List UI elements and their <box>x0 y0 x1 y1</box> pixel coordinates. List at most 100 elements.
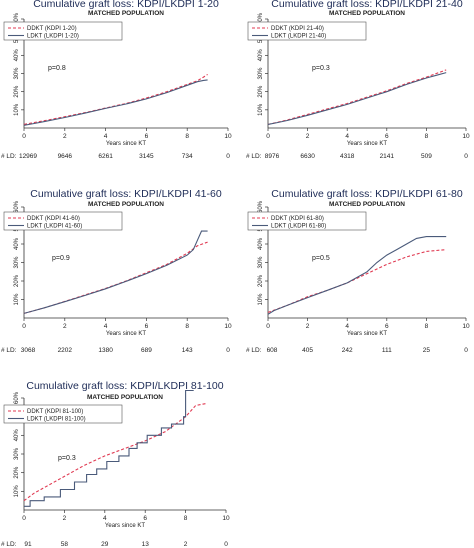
series-line-ldkt <box>23 79 208 126</box>
y-tick-label: 10% <box>258 293 264 306</box>
y-tick-label: 20% <box>14 85 20 98</box>
risk-table-label: # LD: <box>1 153 17 160</box>
risk-table-label: # LD: <box>246 153 262 160</box>
series-line-ddkt <box>23 241 208 314</box>
risk-count: 689 <box>141 347 152 354</box>
x-tick-label: 4 <box>345 323 349 330</box>
risk-count: 0 <box>464 347 468 354</box>
x-tick-label: 6 <box>145 133 149 140</box>
chart-panel-1: Cumulative graft loss: KDPI/LKDPI 1-20MA… <box>1 0 232 160</box>
x-tick-label: 2 <box>306 133 310 140</box>
risk-count: 6630 <box>300 153 315 160</box>
risk-count: 2141 <box>380 153 395 160</box>
series-line-ldkt <box>23 230 208 314</box>
legend-label: DDKT (KDPI 21-40) <box>271 26 324 32</box>
chart-subtitle: MATCHED POPULATION <box>329 10 405 17</box>
x-tick-label: 6 <box>385 133 389 140</box>
legend-box <box>3 404 123 424</box>
y-tick-label: 20% <box>14 466 20 479</box>
y-tick-label: 20% <box>258 274 264 287</box>
y-tick-label: 10% <box>14 293 20 306</box>
risk-table-label: # LD: <box>1 347 17 354</box>
risk-count: 111 <box>382 347 392 354</box>
y-tick-label: 40% <box>14 429 20 442</box>
legend-label: LDKT (LKDPI 61-80) <box>271 224 326 230</box>
risk-count: 29 <box>101 541 109 548</box>
risk-count: 2202 <box>58 347 73 354</box>
legend-label: LDKT (LKDPI 41-60) <box>27 224 82 230</box>
chart-panel-4: Cumulative graft loss: KDPI/LKDPI 61-80M… <box>246 188 470 354</box>
risk-count: 0 <box>224 541 228 548</box>
risk-count: 3145 <box>139 153 154 160</box>
series-line-ldkt <box>267 236 447 315</box>
series-line-ldkt <box>24 389 194 507</box>
legend-box <box>3 211 123 231</box>
risk-count: 4318 <box>340 153 355 160</box>
risk-count: 6261 <box>98 153 113 160</box>
x-tick-label: 4 <box>104 323 108 330</box>
x-tick-label: 6 <box>143 515 147 522</box>
risk-count: 8976 <box>265 153 280 160</box>
x-axis-label: Years since KT <box>347 141 387 147</box>
p-value-annotation: p=0.3 <box>312 65 330 72</box>
chart-title: Cumulative graft loss: KDPI/LKDPI 61-80 <box>271 188 463 200</box>
risk-count: 12969 <box>19 153 37 160</box>
y-tick-label: 40% <box>14 237 20 250</box>
risk-count: 3068 <box>21 347 36 354</box>
risk-count: 2 <box>184 541 188 548</box>
x-tick-label: 6 <box>385 323 389 330</box>
p-value-annotation: p=0.3 <box>58 455 76 462</box>
chart-panel-2: Cumulative graft loss: KDPI/LKDPI 21-40M… <box>246 0 470 160</box>
legend-label: DDKT (KDPI 81-100) <box>27 409 83 415</box>
legend-label: DDKT (KDPI 61-80) <box>271 216 324 222</box>
x-tick-label: 2 <box>63 133 67 140</box>
chart-title: Cumulative graft loss: KDPI/LKDPI 41-60 <box>30 188 222 200</box>
risk-count: 143 <box>182 347 193 354</box>
p-value-annotation: p=0.5 <box>312 255 330 262</box>
x-tick-label: 2 <box>63 515 67 522</box>
series-line-ddkt <box>267 69 447 125</box>
x-tick-label: 10 <box>224 323 232 330</box>
x-tick-label: 0 <box>266 323 270 330</box>
risk-count: 25 <box>423 347 431 354</box>
y-tick-label: 60% <box>14 391 20 404</box>
legend-label: LDKT (LKDPI 1-20) <box>27 34 79 40</box>
x-tick-label: 10 <box>462 133 470 140</box>
risk-count: 0 <box>226 153 230 160</box>
x-tick-label: 2 <box>306 323 310 330</box>
x-tick-label: 4 <box>345 133 349 140</box>
risk-table-label: # LD: <box>246 347 262 354</box>
risk-count: 405 <box>302 347 313 354</box>
y-tick-label: 40% <box>14 49 20 62</box>
risk-count: 58 <box>61 541 69 548</box>
y-tick-label: 60% <box>14 200 20 213</box>
x-axis-label: Years since KT <box>106 141 146 147</box>
x-axis-label: Years since KT <box>105 523 145 529</box>
chart-subtitle: MATCHED POPULATION <box>88 10 164 17</box>
y-tick-label: 10% <box>14 485 20 498</box>
risk-count: 91 <box>24 541 32 548</box>
y-tick-label: 10% <box>14 103 20 116</box>
legend-label: LDKT (LKDPI 21-40) <box>271 34 326 40</box>
x-tick-label: 0 <box>22 515 26 522</box>
risk-count: 0 <box>226 347 230 354</box>
risk-count: 242 <box>342 347 353 354</box>
x-tick-label: 0 <box>266 133 270 140</box>
p-value-annotation: p=0.9 <box>52 255 70 262</box>
y-tick-label: 30% <box>258 67 264 80</box>
x-tick-label: 2 <box>63 323 67 330</box>
chart-title: Cumulative graft loss: KDPI/LKDPI 21-40 <box>271 0 463 10</box>
y-tick-label: 60% <box>258 200 264 213</box>
x-axis-label: Years since KT <box>106 331 146 337</box>
risk-count: 1380 <box>98 347 113 354</box>
x-tick-label: 0 <box>22 133 26 140</box>
y-tick-label: 20% <box>14 274 20 287</box>
chart-subtitle: MATCHED POPULATION <box>87 394 163 401</box>
legend-label: DDKT (KDPI 41-60) <box>27 216 80 222</box>
y-tick-label: 60% <box>14 12 20 25</box>
x-tick-label: 8 <box>185 133 189 140</box>
legend-box <box>247 21 367 41</box>
x-tick-label: 4 <box>104 133 108 140</box>
x-tick-label: 8 <box>425 133 429 140</box>
